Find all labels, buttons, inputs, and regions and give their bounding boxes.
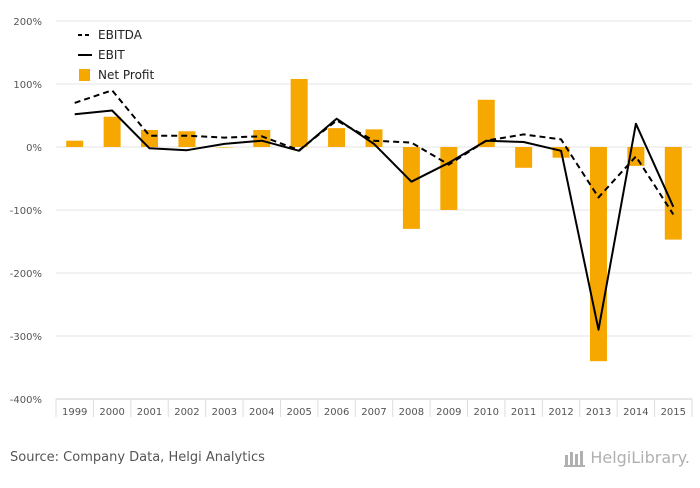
library-icon (564, 450, 586, 467)
net-profit-bar (402, 147, 420, 229)
net-profit-bar (66, 140, 84, 147)
net-profit-bar (141, 129, 159, 147)
x-tick-label: 2013 (586, 407, 611, 418)
x-tick-label: 2003 (212, 407, 237, 418)
x-tick-label: 2001 (137, 407, 162, 418)
net-profit-bar (290, 78, 308, 147)
x-tick-label: 2014 (623, 407, 648, 418)
x-tick-label: 2005 (286, 407, 311, 418)
net-profit-bar (664, 147, 682, 240)
source-note: Source: Company Data, Helgi Analytics (10, 450, 265, 465)
x-tick-label: 2004 (249, 407, 274, 418)
x-tick-label: 2000 (99, 407, 124, 418)
x-tick-label: 2006 (324, 407, 349, 418)
net-profit-bar (178, 131, 196, 147)
x-tick-label: 2015 (661, 407, 686, 418)
x-tick-label: 2012 (548, 407, 573, 418)
net-profit-bar (515, 147, 533, 168)
net-profit-bar (253, 129, 271, 147)
legend-label: EBITDA (98, 28, 143, 42)
legend-label: EBIT (98, 48, 125, 62)
net-profit-bar (365, 129, 383, 147)
ebitda-line (74, 89, 675, 215)
x-tick-label: 2011 (511, 407, 536, 418)
x-tick-label: 1999 (62, 407, 87, 418)
net-profit-bar (103, 116, 121, 147)
net-profit-bar (477, 99, 495, 147)
ebit-line (74, 109, 675, 331)
y-tick-label: -400% (10, 395, 42, 406)
legend-label: Net Profit (98, 68, 154, 82)
y-tick-label: -100% (10, 206, 42, 217)
y-tick-label: -300% (10, 332, 42, 343)
x-tick-label: 2009 (436, 407, 461, 418)
y-tick-label: 200% (13, 17, 42, 28)
net-profit-bar (215, 147, 233, 148)
y-tick-label: -200% (10, 269, 42, 280)
x-tick-label: 2002 (174, 407, 199, 418)
helgi-library-logo[interactable]: HelgiLibrary. (564, 448, 690, 467)
x-tick-label: 2007 (361, 407, 386, 418)
x-tick-label: 2008 (399, 407, 424, 418)
net-profit-bar (440, 147, 458, 210)
logo-text: HelgiLibrary. (590, 448, 690, 467)
y-tick-label: 100% (13, 80, 42, 91)
x-tick-label: 2010 (474, 407, 499, 418)
net-profit-bar (328, 128, 346, 147)
y-tick-label: 0% (26, 143, 42, 154)
legend-swatch-net-profit (79, 69, 90, 81)
